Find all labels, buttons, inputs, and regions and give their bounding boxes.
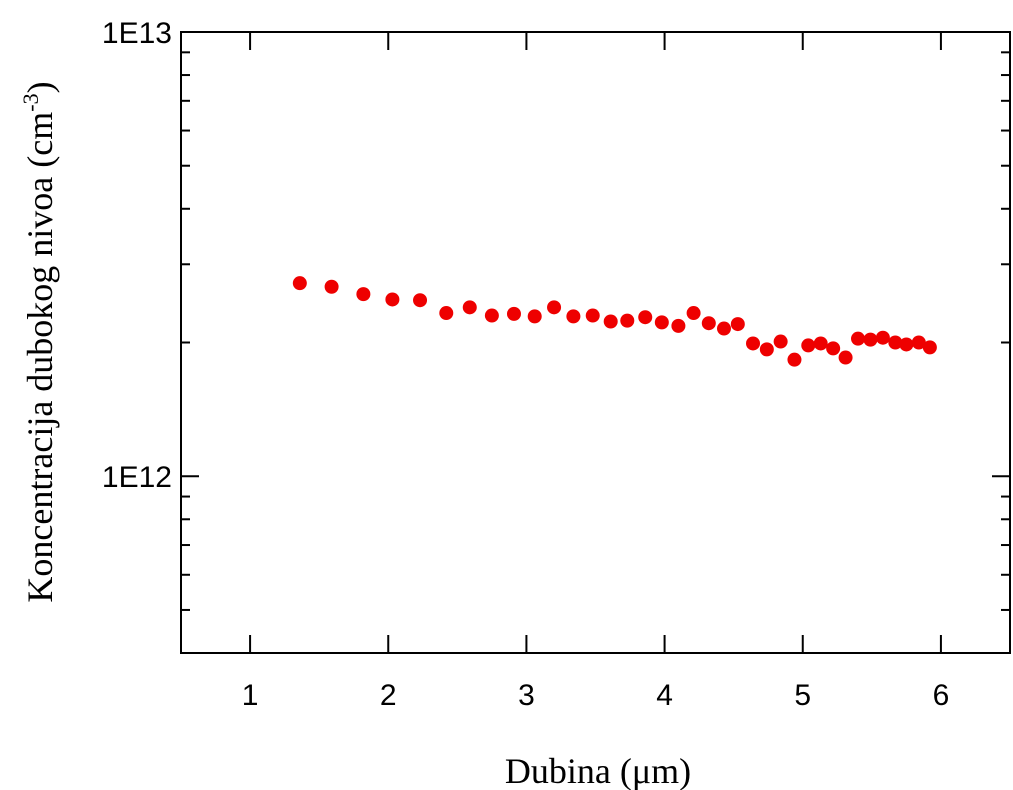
- data-point: [922, 340, 937, 355]
- y-axis-title-sup: -3: [18, 93, 43, 111]
- data-point: [686, 306, 701, 321]
- data-point: [585, 308, 600, 323]
- data-point: [462, 300, 477, 315]
- data-point: [324, 279, 339, 294]
- x-tick-label: 2: [380, 679, 397, 712]
- y-axis-title: Koncentracija dubokog nivoa (cm-3): [18, 81, 60, 602]
- data-point: [826, 341, 841, 356]
- data-point: [620, 313, 635, 328]
- data-point: [603, 314, 618, 329]
- x-tick-label: 4: [656, 679, 673, 712]
- tick-labels: 1 2 3 4 5 6 1E12 1E13: [102, 17, 949, 712]
- data-point: [439, 306, 454, 321]
- y-axis-title-main: Koncentracija dubokog nivoa (cm: [20, 112, 60, 603]
- data-point: [746, 336, 761, 351]
- data-point: [292, 276, 307, 291]
- y-tick-label: 1E12: [102, 461, 172, 494]
- data-point: [547, 300, 562, 315]
- data-point: [654, 315, 669, 330]
- data-points: [292, 276, 937, 367]
- data-point: [638, 310, 653, 325]
- data-point: [813, 336, 828, 351]
- data-point: [787, 352, 802, 367]
- x-tick-label: 3: [518, 679, 535, 712]
- data-point: [875, 330, 890, 345]
- data-point: [911, 335, 926, 350]
- data-point: [888, 335, 903, 350]
- data-point: [356, 287, 371, 302]
- data-point: [838, 350, 853, 365]
- x-tick-label: 1: [242, 679, 259, 712]
- x-tick-label: 6: [933, 679, 950, 712]
- data-point: [801, 338, 816, 353]
- data-point: [730, 317, 745, 332]
- data-point: [413, 293, 428, 308]
- x-axis-title: Dubina (μm): [505, 751, 691, 790]
- data-point: [484, 308, 499, 323]
- y-tick-label: 1E13: [102, 17, 172, 50]
- data-point: [385, 292, 400, 307]
- x-tick-label: 5: [794, 679, 811, 712]
- data-point: [863, 332, 878, 347]
- data-point: [566, 309, 581, 324]
- axis-ticks: [181, 31, 1010, 653]
- data-point: [506, 306, 521, 321]
- data-point: [899, 337, 914, 352]
- data-point: [851, 331, 866, 346]
- data-point: [773, 334, 788, 349]
- data-point: [759, 342, 774, 357]
- data-point: [701, 316, 716, 331]
- data-point: [671, 318, 686, 333]
- y-axis-title-close: ): [20, 81, 60, 93]
- data-point: [716, 321, 731, 336]
- data-point: [527, 309, 542, 324]
